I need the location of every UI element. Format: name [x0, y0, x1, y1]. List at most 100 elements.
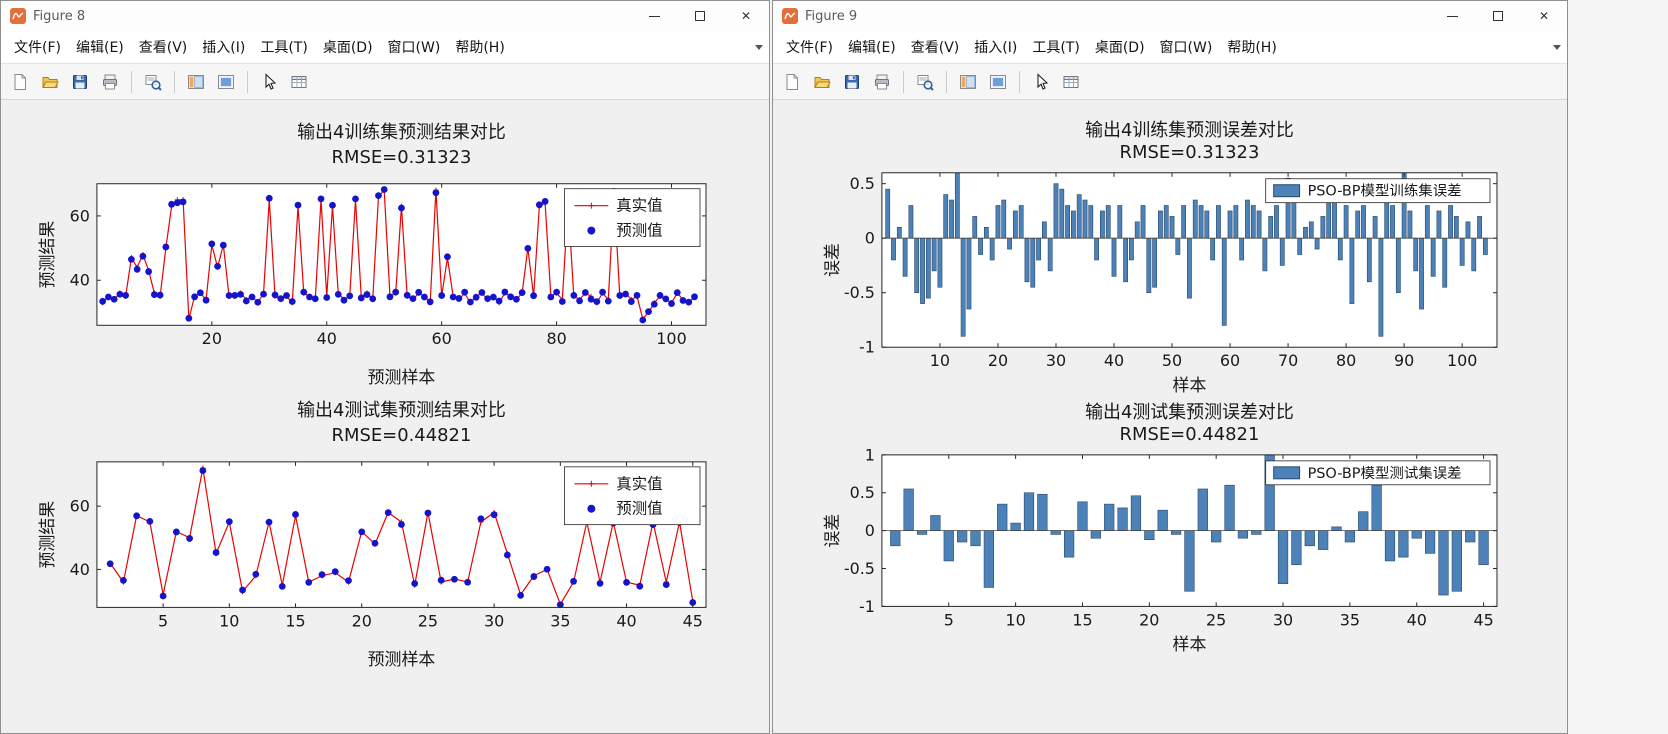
- x-tick-label: 10: [219, 611, 239, 630]
- maximize-icon: [1493, 11, 1503, 21]
- menu-item-view[interactable]: 查看(V): [910, 40, 960, 56]
- menu-overflow-icon[interactable]: [1553, 45, 1561, 50]
- menu-item-edit[interactable]: 编辑(E): [75, 40, 124, 56]
- close-button[interactable]: ✕: [1521, 1, 1567, 31]
- x-tick-label: 90: [1394, 351, 1414, 370]
- titlebar[interactable]: Figure 9 ✕: [773, 1, 1567, 31]
- tick-labels: 20 40 60 80 100 40 60: [70, 206, 687, 348]
- menu-item-tools[interactable]: 工具(T): [260, 40, 308, 56]
- matlab-app-icon: [782, 8, 798, 24]
- titlebar[interactable]: Figure 8 ✕: [1, 1, 769, 31]
- y-tick-label: -0.5: [844, 559, 875, 578]
- window-title: Figure 8: [33, 8, 86, 24]
- edit-plot-button[interactable]: [255, 68, 283, 96]
- subplot-train-compare: 输出4训练集预测结果对比 RMSE=0.31323 20 40 60 80 100 40 60 预…: [37, 122, 707, 387]
- show-plot-tools-button[interactable]: [954, 68, 982, 96]
- property-inspector-button[interactable]: [1057, 68, 1085, 96]
- hide-plot-tools-icon: [989, 73, 1007, 91]
- property-inspector-icon: [1062, 73, 1080, 91]
- tick-labels: 10 20 30 40 50 60 70 80 90 100 -1 -0.5 0 0.5: [844, 174, 1478, 370]
- tick-marks: [96, 183, 706, 326]
- print-preview-button[interactable]: [911, 68, 939, 96]
- edit-plot-button[interactable]: [1027, 68, 1055, 96]
- y-tick-label: 1: [865, 445, 875, 464]
- new-figure-button[interactable]: [778, 68, 806, 96]
- window-title: Figure 9: [805, 8, 858, 24]
- legend-dot-sample: [587, 226, 596, 235]
- maximize-button[interactable]: [1475, 1, 1521, 31]
- axes-border: [96, 183, 707, 326]
- x-tick-label: 30: [1046, 351, 1066, 370]
- y-tick-label: -1: [859, 597, 875, 616]
- chart-title: 输出4测试集预测误差对比: [1085, 402, 1294, 423]
- menu-item-desktop[interactable]: 桌面(D): [322, 40, 373, 56]
- x-tick-label: 80: [546, 329, 566, 348]
- legend-box: [564, 466, 701, 526]
- save-figure-button[interactable]: [66, 68, 94, 96]
- x-tick-label: 20: [202, 329, 222, 348]
- minimize-button[interactable]: [631, 1, 677, 31]
- window-controls: ✕: [631, 1, 769, 31]
- figure-window-9: Figure 9 ✕ 文件(F) 编辑(E) 查看(V) 插入(I) 工具(T)…: [772, 0, 1568, 734]
- y-tick-label: -1: [859, 338, 875, 357]
- predicted-value-points: [106, 467, 697, 609]
- minimize-icon: [1446, 15, 1458, 17]
- hide-plot-tools-button[interactable]: [212, 68, 240, 96]
- chart-title: 输出4训练集预测结果对比: [297, 122, 506, 143]
- print-figure-button[interactable]: [96, 68, 124, 96]
- figure-toolbar: [1, 64, 769, 100]
- x-tick-label: 60: [432, 329, 452, 348]
- error-bars: [885, 172, 1488, 337]
- show-plot-tools-button[interactable]: [182, 68, 210, 96]
- y-tick-label: 0: [865, 229, 875, 248]
- menu-item-window[interactable]: 窗口(W): [1159, 40, 1213, 56]
- legend-label: PSO-BP模型训练集误差: [1308, 183, 1462, 200]
- hide-plot-tools-button[interactable]: [984, 68, 1012, 96]
- x-tick-label: 20: [1139, 610, 1159, 629]
- menu-item-tools[interactable]: 工具(T): [1032, 40, 1080, 56]
- menu-item-help[interactable]: 帮助(H): [455, 40, 505, 56]
- menu-item-file[interactable]: 文件(F): [786, 40, 833, 56]
- property-inspector-button[interactable]: [285, 68, 313, 96]
- menu-item-desktop[interactable]: 桌面(D): [1094, 40, 1145, 56]
- minimize-button[interactable]: [1429, 1, 1475, 31]
- close-button[interactable]: ✕: [723, 1, 769, 31]
- x-tick-label: 35: [1340, 610, 1360, 629]
- legend-label: 真实值: [616, 475, 662, 493]
- open-file-button[interactable]: [36, 68, 64, 96]
- print-figure-button[interactable]: [868, 68, 896, 96]
- menu-item-edit[interactable]: 编辑(E): [847, 40, 896, 56]
- menu-item-view[interactable]: 查看(V): [138, 40, 188, 56]
- menu-item-window[interactable]: 窗口(W): [387, 40, 441, 56]
- tick-labels: 5 10 15 20 25 30 35 40 45 -1 -0.5 0 0.5 1: [844, 445, 1494, 629]
- y-tick-label: 40: [70, 560, 90, 579]
- menu-item-insert[interactable]: 插入(I): [202, 40, 246, 56]
- tick-marks: [881, 454, 1497, 607]
- tick-labels: 5 10 15 20 25 30 35 40 45 40 60: [70, 497, 703, 631]
- menu-item-help[interactable]: 帮助(H): [1227, 40, 1277, 56]
- x-tick-label: 10: [930, 351, 950, 370]
- maximize-button[interactable]: [677, 1, 723, 31]
- menu-overflow-icon[interactable]: [755, 45, 763, 50]
- print-preview-button[interactable]: [139, 68, 167, 96]
- x-axis-label: 预测样本: [368, 367, 436, 387]
- x-tick-label: 70: [1278, 351, 1298, 370]
- new-figure-button[interactable]: [6, 68, 34, 96]
- y-tick-label: 0.5: [850, 174, 875, 193]
- menu-item-insert[interactable]: 插入(I): [974, 40, 1018, 56]
- chart-subtitle: RMSE=0.31323: [332, 147, 472, 168]
- menu-item-file[interactable]: 文件(F): [14, 40, 61, 56]
- open-file-icon: [41, 73, 59, 91]
- x-axis-label: 样本: [1173, 634, 1207, 654]
- open-file-button[interactable]: [808, 68, 836, 96]
- x-tick-label: 20: [988, 351, 1008, 370]
- save-figure-button[interactable]: [838, 68, 866, 96]
- x-tick-label: 20: [352, 611, 372, 630]
- legend-label: PSO-BP模型测试集误差: [1308, 465, 1462, 482]
- legend-dot-sample: [587, 504, 596, 513]
- show-plot-tools-icon: [187, 73, 205, 91]
- legend-label: 真实值: [616, 197, 662, 215]
